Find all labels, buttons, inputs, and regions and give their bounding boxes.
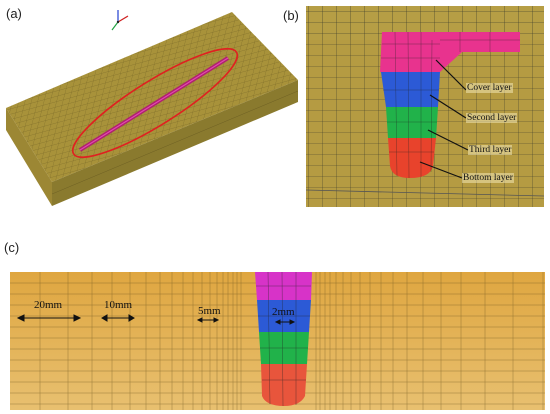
cover-layer-label: Cover layer [466,83,513,93]
panel-c-label: (c) [4,240,20,255]
third-layer-label: Third layer [468,145,513,155]
dimension-5mm: 5mm [198,305,221,317]
bottom-layer-label: Bottom layer [462,173,514,183]
dimension-10mm: 10mm [104,299,133,311]
panel-c-weld-layers [255,271,312,407]
panel-c-dimension-arrows [16,314,296,325]
panel-a-plate [6,12,299,206]
panel-b-label: (b) [283,8,299,23]
panel-a-highlight-ellipse [71,48,239,158]
panel-b-weld-layers [380,31,520,179]
axis-triad-icon [111,10,129,31]
panel-a-label: (a) [6,6,22,21]
second-layer-label: Second layer [466,113,518,123]
panel-b-arrows [419,59,469,179]
dimension-20mm: 20mm [34,299,63,311]
dimension-2mm: 2mm [272,306,295,318]
